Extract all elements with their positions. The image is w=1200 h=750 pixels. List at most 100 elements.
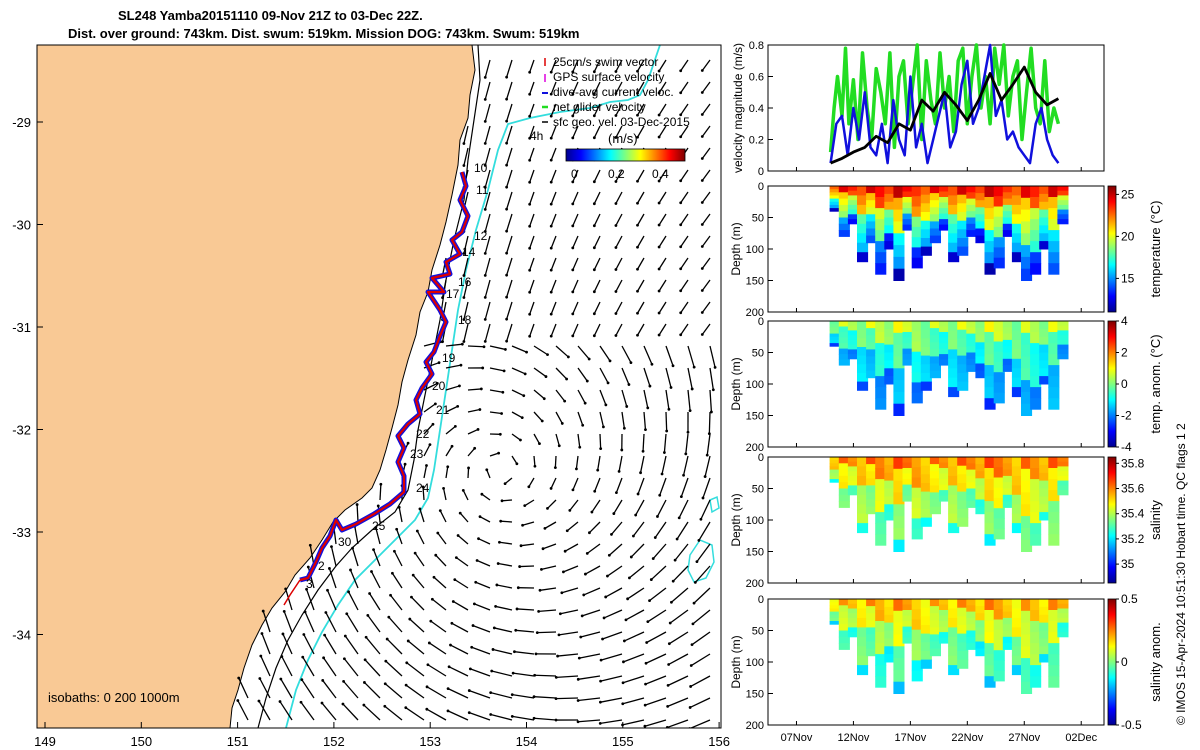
geo-arrow-head	[657, 289, 661, 293]
section-cell	[1030, 676, 1042, 688]
geo-arrow	[423, 465, 428, 479]
section-cell	[884, 472, 896, 482]
section-cell	[975, 599, 987, 607]
section-cell	[866, 613, 878, 621]
section-cell	[993, 467, 1005, 478]
day-label: 12	[474, 229, 488, 243]
geo-arrow-head	[554, 718, 558, 722]
geo-arrow	[495, 605, 513, 611]
geo-arrow	[433, 576, 447, 589]
geo-arrow	[577, 345, 590, 360]
geo-arrow-head	[565, 529, 569, 533]
section-cell	[1011, 636, 1023, 647]
geo-arrow-head	[347, 590, 350, 594]
geo-arrow	[615, 301, 623, 314]
section-cell	[1057, 617, 1069, 624]
section-cell	[939, 626, 951, 633]
geo-arrow-head	[299, 700, 303, 704]
geo-arrow-head	[528, 202, 532, 206]
geo-arrow	[494, 627, 513, 633]
section-cell	[902, 462, 914, 469]
geo-arrow-head	[528, 290, 532, 294]
geo-arrow-head	[602, 425, 605, 429]
section-cell	[902, 186, 914, 192]
glider-path	[299, 171, 470, 582]
geo-arrow	[463, 301, 469, 320]
section-cell	[1057, 471, 1069, 477]
geo-arrow-head	[410, 595, 413, 599]
geo-arrow	[506, 59, 513, 78]
geo-arrow	[594, 477, 601, 492]
section-cell	[966, 611, 978, 619]
geo-arrow	[593, 125, 601, 138]
section-cell	[929, 193, 941, 201]
section-cell	[920, 465, 932, 475]
geo-arrow	[680, 81, 689, 94]
geo-arrow-head	[679, 179, 683, 183]
geo-arrow-head	[435, 381, 439, 385]
geo-arrow	[537, 631, 557, 634]
section-cell	[911, 599, 923, 610]
geo-arrow-head	[505, 317, 509, 321]
section-cell	[929, 627, 941, 635]
geo-arrow-head	[395, 527, 399, 531]
geo-arrow-head	[671, 579, 675, 583]
geo-arrow	[472, 624, 491, 633]
geo-arrow	[469, 712, 491, 721]
section-cell	[975, 620, 987, 628]
geo-arrow-head	[476, 428, 480, 431]
section-cell	[948, 387, 960, 398]
geo-arrow-head	[523, 372, 527, 376]
section-cell	[838, 343, 850, 350]
section-cell	[1030, 219, 1042, 231]
section-cell	[966, 186, 978, 193]
geo-arrow	[615, 477, 623, 493]
section-cell	[857, 373, 869, 383]
geo-arrow-head	[571, 136, 575, 140]
geo-arrow-head	[670, 600, 673, 604]
section-cell	[911, 382, 923, 394]
geo-arrow-head	[700, 135, 704, 138]
section-cell	[939, 354, 951, 361]
geo-arrow	[529, 147, 535, 161]
section-cell	[847, 330, 859, 336]
geo-arrow	[572, 59, 579, 73]
section-cell	[875, 197, 887, 209]
geo-arrow	[550, 103, 557, 117]
section-cell	[866, 599, 878, 607]
section-cell	[1030, 523, 1042, 535]
section-cell	[829, 617, 841, 622]
section-cell	[1048, 599, 1060, 611]
section-cell	[957, 364, 969, 374]
section-cell	[929, 370, 941, 379]
geo-arrow	[324, 634, 337, 655]
section-cell	[911, 457, 923, 468]
section-cell	[829, 457, 841, 461]
geo-arrow	[282, 633, 293, 655]
section-cell	[1039, 352, 1051, 361]
geo-arrow	[519, 565, 535, 568]
velocity-y-tick-label: 0.4	[749, 103, 764, 115]
geo-arrow	[628, 565, 645, 579]
section-cell	[857, 186, 869, 196]
geo-arrow-head	[446, 709, 450, 713]
geo-arrow	[550, 125, 557, 139]
section-cell	[884, 614, 896, 624]
geo-arrow	[709, 389, 713, 412]
geo-arrow-head	[483, 207, 487, 211]
section-cell	[1039, 622, 1051, 631]
section-cell	[975, 613, 987, 621]
geo-arrow-head	[554, 697, 558, 701]
lon-tick-label: 151	[227, 734, 249, 749]
depth-tick-label: 50	[752, 348, 764, 360]
section-cell	[1030, 343, 1042, 355]
geo-arrow	[484, 257, 491, 276]
section-cell	[1057, 599, 1069, 605]
day-label: 18	[458, 313, 472, 327]
geo-arrow-head	[579, 635, 583, 639]
section-cell	[1030, 197, 1042, 209]
geo-arrow-head	[636, 69, 639, 73]
section-cell	[893, 356, 905, 369]
panel-colorbar	[1107, 456, 1117, 584]
section-cell	[829, 479, 841, 483]
